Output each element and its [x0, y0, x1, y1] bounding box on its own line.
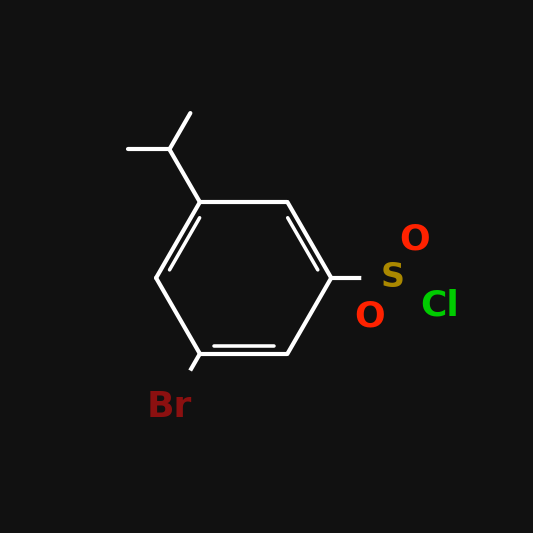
Text: O: O — [354, 299, 385, 333]
Text: Cl: Cl — [420, 288, 459, 322]
Text: O: O — [399, 223, 430, 257]
Text: S: S — [380, 261, 404, 294]
Text: Br: Br — [147, 390, 192, 424]
